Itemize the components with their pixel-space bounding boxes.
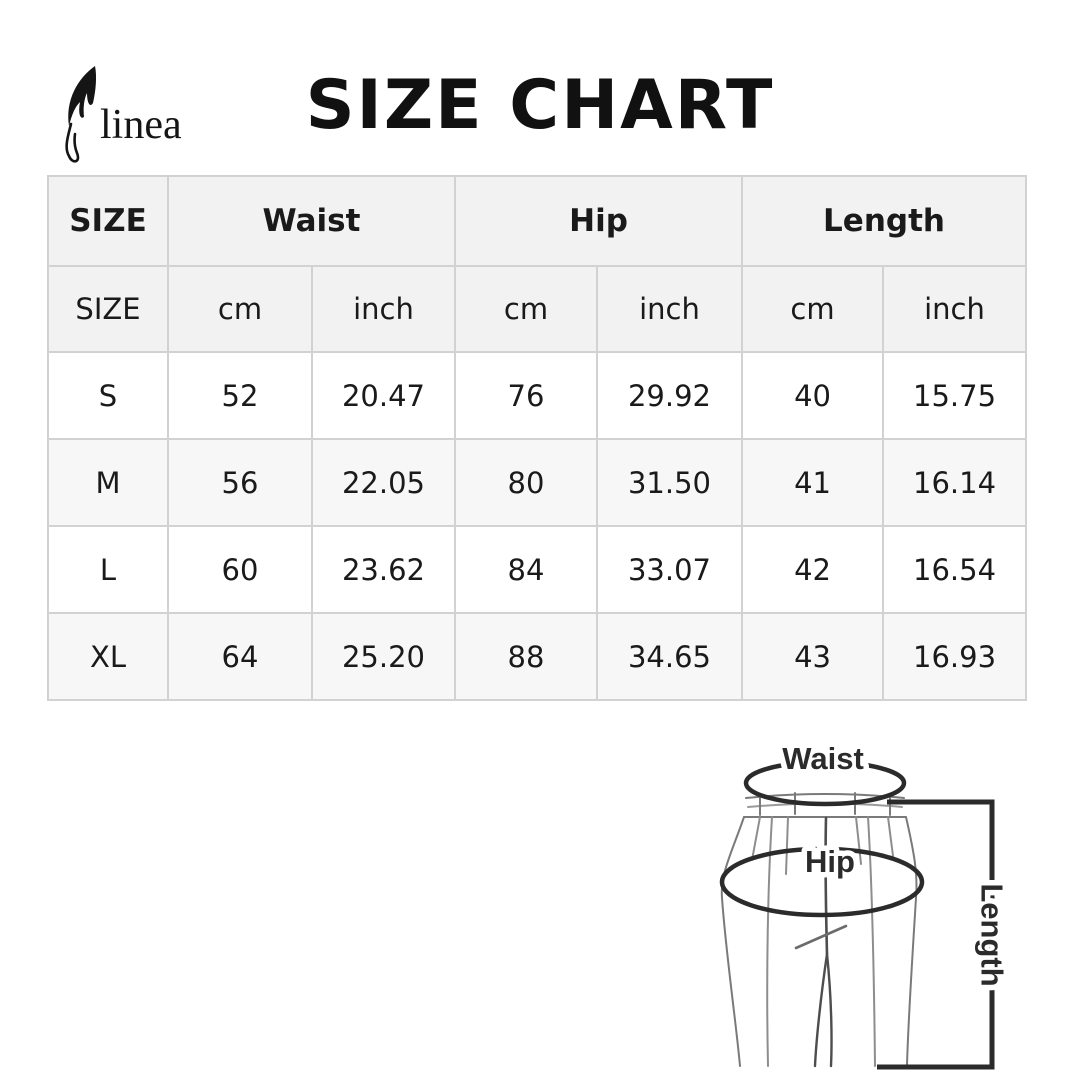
waist-cm-cell: 64 xyxy=(167,612,313,701)
column-header-waist: Waist xyxy=(167,175,456,267)
size-cell: L xyxy=(47,525,169,614)
brand-logo: linea xyxy=(56,64,182,168)
hip-ellipse xyxy=(719,846,925,918)
pants-sketch xyxy=(720,792,918,1068)
waist-inch-cell: 20.47 xyxy=(311,351,456,440)
pants-measurement-diagram: Waist Hip Length xyxy=(660,722,1080,1080)
waist-ellipse xyxy=(743,759,907,807)
table-row-s: S 52 20.47 76 29.92 40 15.75 xyxy=(47,351,1028,440)
waist-cm-cell: 56 xyxy=(167,438,313,527)
hip-inch-cell: 33.07 xyxy=(595,525,744,614)
hip-cm-cell: 84 xyxy=(454,525,598,614)
subheader-length-inch: inch xyxy=(882,265,1028,353)
hip-cm-cell: 76 xyxy=(454,351,598,440)
subheader-hip-cm: cm xyxy=(454,265,598,353)
length-inch-cell: 16.93 xyxy=(882,612,1028,701)
brand-name: linea xyxy=(100,102,182,148)
hip-inch-cell: 34.65 xyxy=(595,612,744,701)
waist-cm-cell: 52 xyxy=(167,351,313,440)
hip-inch-cell: 29.92 xyxy=(595,351,744,440)
table-group-header-row: SIZE Waist Hip Length xyxy=(47,175,1028,267)
waist-label: Waist xyxy=(782,741,864,776)
size-cell: M xyxy=(47,438,169,527)
waist-inch-cell: 25.20 xyxy=(311,612,456,701)
length-label: Length xyxy=(975,883,1010,986)
column-header-hip: Hip xyxy=(453,175,744,267)
table-row-m: M 56 22.05 80 31.50 41 16.14 xyxy=(47,438,1028,527)
hip-label: Hip xyxy=(805,844,855,879)
length-bracket xyxy=(877,799,995,1070)
table-subheader-row: SIZE cm inch cm inch cm inch xyxy=(47,265,1028,353)
size-cell: S xyxy=(47,351,169,440)
waist-inch-cell: 22.05 xyxy=(311,438,456,527)
hip-cm-cell: 88 xyxy=(454,612,598,701)
feather-quill-icon xyxy=(56,64,106,168)
subheader-size: SIZE xyxy=(47,265,169,353)
subheader-hip-inch: inch xyxy=(595,265,744,353)
hip-cm-cell: 80 xyxy=(454,438,598,527)
length-inch-cell: 15.75 xyxy=(882,351,1028,440)
column-header-size: SIZE xyxy=(47,175,169,267)
size-chart-table: SIZE Waist Hip Length SIZE cm inch cm in… xyxy=(47,175,1028,701)
length-inch-cell: 16.14 xyxy=(882,438,1028,527)
hip-inch-cell: 31.50 xyxy=(595,438,744,527)
subheader-waist-inch: inch xyxy=(311,265,456,353)
table-row-xl: XL 64 25.20 88 34.65 43 16.93 xyxy=(47,612,1028,701)
waist-inch-cell: 23.62 xyxy=(311,525,456,614)
column-header-length: Length xyxy=(741,175,1028,267)
subheader-length-cm: cm xyxy=(741,265,885,353)
size-cell: XL xyxy=(47,612,169,701)
length-cm-cell: 42 xyxy=(741,525,885,614)
length-cm-cell: 41 xyxy=(741,438,885,527)
length-cm-cell: 43 xyxy=(741,612,885,701)
length-cm-cell: 40 xyxy=(741,351,885,440)
table-row-l: L 60 23.62 84 33.07 42 16.54 xyxy=(47,525,1028,614)
subheader-waist-cm: cm xyxy=(167,265,313,353)
waist-cm-cell: 60 xyxy=(167,525,313,614)
length-inch-cell: 16.54 xyxy=(882,525,1028,614)
page-title: SIZE CHART xyxy=(305,66,775,145)
